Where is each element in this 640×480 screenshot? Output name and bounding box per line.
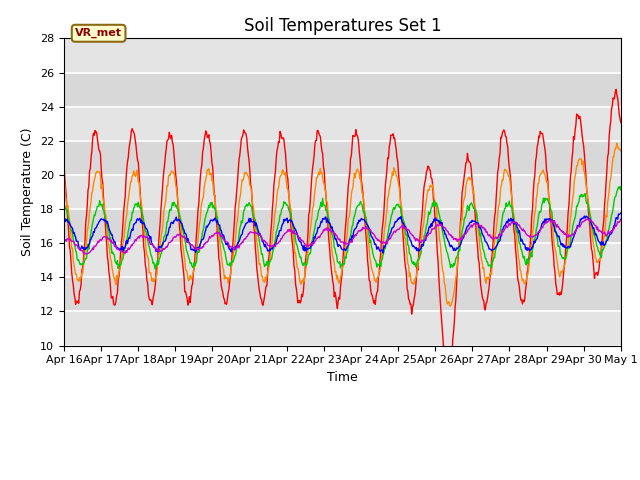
- Bar: [64, 209, 621, 243]
- Title: Soil Temperatures Set 1: Soil Temperatures Set 1: [244, 17, 441, 36]
- Bar: [64, 72, 621, 107]
- Bar: [64, 312, 621, 346]
- X-axis label: Time: Time: [327, 371, 358, 384]
- Bar: [64, 107, 621, 141]
- Bar: [64, 243, 621, 277]
- Y-axis label: Soil Temperature (C): Soil Temperature (C): [22, 128, 35, 256]
- Bar: [64, 277, 621, 312]
- Bar: [64, 38, 621, 72]
- Bar: [64, 175, 621, 209]
- Text: VR_met: VR_met: [75, 28, 122, 38]
- Bar: [64, 141, 621, 175]
